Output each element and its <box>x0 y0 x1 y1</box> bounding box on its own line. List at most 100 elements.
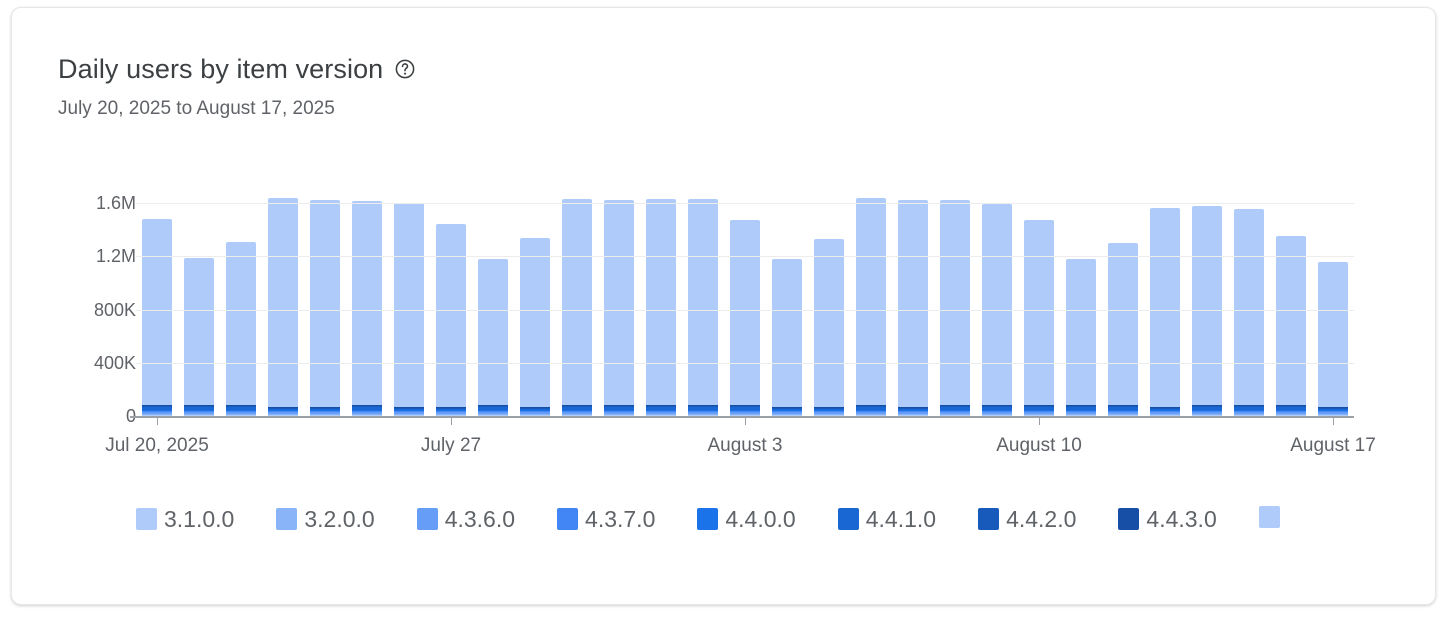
bar-segment <box>687 404 719 406</box>
table-row[interactable] <box>813 239 845 416</box>
bar-segment <box>981 411 1013 413</box>
table-row[interactable] <box>309 199 341 416</box>
legend-swatch-icon <box>416 508 438 530</box>
bar-segment <box>183 410 215 412</box>
table-row[interactable] <box>1107 243 1139 416</box>
table-row[interactable] <box>1065 259 1097 416</box>
bar-segment <box>855 413 887 415</box>
table-row[interactable] <box>729 220 761 416</box>
bar-segment <box>1233 413 1265 415</box>
bar-segment <box>771 258 803 407</box>
table-row[interactable] <box>687 199 719 416</box>
table-row[interactable] <box>939 200 971 416</box>
legend-item-label: 4.3.7.0 <box>585 506 656 532</box>
bar-segment <box>813 410 845 412</box>
bar-segment <box>603 405 635 408</box>
bar-segment <box>981 404 1013 406</box>
chart-card: Daily users by item version July 20, 202… <box>11 7 1436 605</box>
table-row[interactable] <box>1149 208 1181 416</box>
bar-segment <box>1149 208 1181 407</box>
table-row[interactable] <box>1191 206 1223 416</box>
table-row[interactable] <box>1023 220 1055 416</box>
bar-slot <box>850 198 892 416</box>
bar-slot <box>556 199 598 416</box>
bar-segment <box>1233 209 1265 405</box>
bar-segment <box>183 407 215 411</box>
legend-item[interactable] <box>1258 506 1280 528</box>
table-row[interactable] <box>435 224 467 416</box>
bar-segment <box>603 411 635 413</box>
bar-segment <box>1107 410 1139 412</box>
table-row[interactable] <box>1275 235 1307 416</box>
bar-segment <box>351 201 383 405</box>
gridline <box>136 256 1354 258</box>
bar-segment <box>687 199 719 405</box>
bar-segment <box>225 412 257 414</box>
bar-segment <box>477 259 509 405</box>
table-row[interactable] <box>771 258 803 416</box>
table-row[interactable] <box>519 238 551 416</box>
gridline <box>136 203 1354 204</box>
table-row[interactable] <box>351 201 383 416</box>
table-row[interactable] <box>1317 262 1349 416</box>
legend-item[interactable]: 4.3.6.0 <box>416 506 515 532</box>
bar-segment <box>183 413 215 415</box>
bar-segment <box>267 410 299 412</box>
legend-item[interactable]: 3.2.0.0 <box>276 506 375 532</box>
legend-item[interactable]: 4.4.1.0 <box>837 506 936 532</box>
bar-slot <box>1270 203 1312 416</box>
table-row[interactable] <box>141 219 173 416</box>
legend-item[interactable]: 4.4.0.0 <box>697 506 796 532</box>
bar-segment <box>1065 407 1097 411</box>
bar-segment <box>351 407 383 411</box>
table-row[interactable] <box>477 259 509 416</box>
bar-segment <box>603 404 635 406</box>
bar-segment <box>1191 410 1223 412</box>
table-row[interactable] <box>603 199 635 416</box>
x-axis-tick-label: Jul 20, 2025 <box>105 435 209 456</box>
table-row[interactable] <box>561 199 593 416</box>
legend-item[interactable]: 4.4.3.0 <box>1118 506 1217 532</box>
bar-segment <box>645 411 677 413</box>
table-row[interactable] <box>267 198 299 416</box>
bar-segment <box>981 204 1013 405</box>
gridline <box>136 362 1354 364</box>
bar-segment <box>141 412 173 414</box>
bar-segment <box>267 408 299 411</box>
table-row[interactable] <box>897 199 929 416</box>
bar-segment <box>1275 411 1307 413</box>
bar-segment <box>729 412 761 414</box>
bar-segment <box>687 414 719 416</box>
table-row[interactable] <box>1233 209 1265 416</box>
bar-segment <box>309 408 341 411</box>
legend-item[interactable]: 4.4.2.0 <box>978 506 1076 532</box>
bar-segment <box>435 224 467 407</box>
bar-segment <box>1317 262 1349 407</box>
help-circle-icon[interactable] <box>394 58 416 80</box>
bar-segment <box>561 405 593 408</box>
bar-segment <box>1233 405 1265 408</box>
bar-segment <box>267 413 299 415</box>
table-row[interactable] <box>855 198 887 416</box>
table-row[interactable] <box>981 204 1013 416</box>
legend-item[interactable]: 3.1.0.0 <box>136 506 234 532</box>
bar-segment <box>603 413 635 415</box>
table-row[interactable] <box>183 257 215 416</box>
bar-segment <box>141 411 173 413</box>
bar-segment <box>183 412 215 414</box>
bar-segment <box>351 412 383 414</box>
x-axis-tickmark <box>745 418 746 425</box>
bar-segment <box>771 407 803 409</box>
bar-segment <box>393 414 425 416</box>
legend-item[interactable]: 4.3.7.0 <box>557 506 655 532</box>
bar-segment <box>897 406 929 408</box>
table-row[interactable] <box>225 241 257 416</box>
bar-slot <box>472 203 514 416</box>
bar-slot <box>304 199 346 416</box>
bar-segment <box>855 405 887 408</box>
table-row[interactable] <box>393 202 425 416</box>
table-row[interactable] <box>645 199 677 416</box>
bar-segment <box>393 408 425 411</box>
bar-slot <box>136 203 178 416</box>
bar-segment <box>519 406 551 408</box>
